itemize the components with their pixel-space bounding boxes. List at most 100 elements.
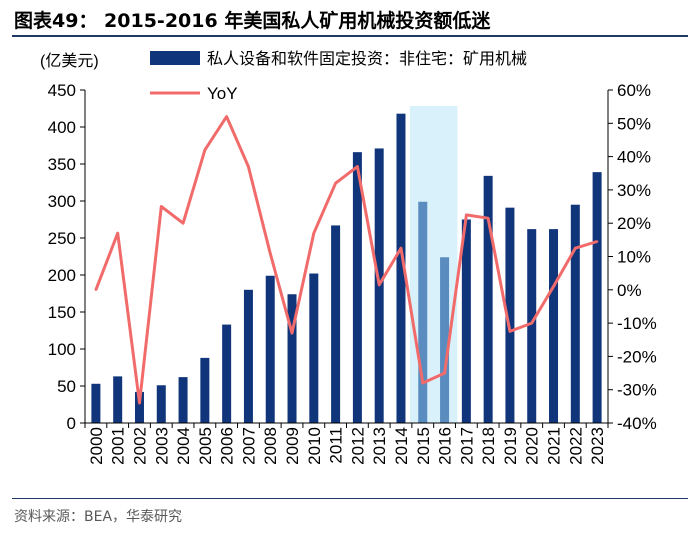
title-rule [12, 35, 688, 37]
y-left-tick-label: 250 [48, 229, 76, 248]
y-right-tick-label: -30% [617, 381, 657, 400]
x-tick-label: 2016 [436, 427, 455, 465]
bar-2007 [243, 289, 253, 423]
yoy-line [94, 115, 598, 405]
bar-2008 [265, 275, 275, 423]
x-tick-label: 2008 [261, 427, 280, 465]
yoy-point-2009 [290, 331, 294, 335]
yoy-point-2004 [181, 222, 185, 225]
yoy-point-2018 [486, 217, 490, 220]
bar-2018 [483, 175, 493, 423]
y-left-unit-label: (亿美元) [40, 52, 99, 70]
x-tick-label: 2023 [588, 427, 607, 465]
y-left-tick-label: 450 [48, 81, 76, 100]
yoy-point-2011 [334, 182, 337, 185]
x-tick-label: 2007 [239, 427, 258, 465]
bar-2003 [156, 385, 166, 423]
bar-2009 [287, 294, 297, 423]
y-left-tick-label: 0 [67, 414, 76, 433]
yoy-point-2017 [465, 213, 468, 217]
y-right-tick-label: 0% [617, 281, 642, 300]
yoy-point-2013 [377, 283, 381, 287]
x-tick-label: 2004 [174, 427, 193, 465]
yoy-point-2019 [508, 330, 512, 333]
y-left-tick-label: 200 [48, 266, 76, 285]
bar-2010 [309, 273, 319, 423]
y-left-tick-label: 50 [57, 377, 76, 396]
yoy-point-2012 [356, 165, 359, 168]
footer-rule [12, 498, 688, 499]
highlight-region [409, 106, 458, 423]
x-tick-label: 2005 [196, 427, 215, 465]
y-right-tick-label: 30% [617, 181, 651, 200]
yoy-point-2006 [225, 115, 228, 118]
x-tick-label: 2022 [566, 427, 585, 465]
yoy-point-2000 [94, 288, 98, 291]
y-right-tick-label: 40% [617, 148, 651, 167]
y-right-tick-label: 60% [617, 81, 651, 100]
x-tick-label: 2021 [545, 427, 564, 465]
yoy-point-2014 [399, 246, 403, 250]
yoy-point-2007 [247, 165, 250, 168]
bar-2012 [352, 152, 362, 423]
bar-2011 [331, 225, 341, 423]
yoy-point-2010 [312, 231, 316, 235]
x-tick-label: 2012 [348, 427, 367, 465]
bar-2023 [592, 172, 602, 423]
bar-2002 [134, 391, 144, 423]
bar-2004 [178, 377, 188, 423]
bar-2021 [549, 229, 559, 423]
bar-2016 [440, 257, 450, 423]
yoy-point-2020 [530, 321, 533, 325]
x-tick-label: 2000 [87, 427, 106, 465]
bar-2000 [91, 383, 101, 423]
y-right-tick-label: -20% [617, 347, 657, 366]
x-tick-label: 2002 [130, 427, 149, 465]
y-right-tick-label: 10% [617, 248, 651, 267]
x-tick-label: 2018 [479, 427, 498, 465]
x-tick-label: 2017 [457, 427, 476, 465]
legend-line-label: YoY [207, 84, 238, 103]
legend-bar-label: 私人设备和软件固定投资：非住宅：矿用机械 [207, 50, 527, 68]
x-tick-label: 2020 [523, 427, 542, 465]
yoy-point-2001 [116, 231, 119, 235]
y-left-tick-label: 400 [48, 118, 76, 137]
bar-2015 [418, 201, 428, 423]
x-tick-label: 2013 [370, 427, 389, 465]
bar-2005 [200, 357, 210, 423]
y-right-tick-label: 50% [617, 114, 651, 133]
bar-2017 [461, 219, 471, 423]
x-tick-label: 2010 [305, 427, 324, 465]
bar-2006 [222, 324, 232, 423]
x-tick-label: 2006 [218, 427, 237, 465]
x-tick-label: 2009 [283, 427, 302, 465]
x-tick-label: 2015 [414, 427, 433, 465]
chart-title: 图表49： 2015-2016 年美国私人矿用机械投资额低迷 [14, 10, 491, 32]
bar-2019 [505, 207, 515, 423]
yoy-point-2008 [269, 251, 272, 255]
source-note: 资料来源：BEA，华泰研究 [14, 509, 183, 525]
y-left-tick-label: 100 [48, 340, 76, 359]
x-tick-label: 2014 [392, 427, 411, 465]
yoy-point-2003 [160, 205, 163, 208]
yoy-point-2016 [443, 371, 446, 375]
y-right-tick-label: -40% [617, 414, 657, 433]
yoy-point-2005 [203, 148, 207, 152]
x-tick-label: 2019 [501, 427, 520, 465]
yoy-point-2002 [138, 401, 141, 405]
yoy-point-2023 [595, 240, 599, 243]
bar-2014 [396, 113, 406, 424]
x-tick-label: 2003 [152, 427, 171, 465]
legend-bar-swatch [150, 51, 200, 65]
bar-2020 [527, 229, 537, 423]
y-right-tick-label: 20% [617, 214, 651, 233]
yoy-point-2021 [552, 285, 555, 288]
bar-2022 [570, 204, 580, 423]
x-tick-label: 2011 [327, 427, 346, 464]
x-tick-label: 2001 [109, 427, 128, 465]
bar-2001 [113, 376, 123, 423]
y-right-tick-label: -10% [617, 314, 657, 333]
y-left-tick-label: 300 [48, 192, 76, 211]
y-left-tick-label: 150 [48, 303, 76, 322]
